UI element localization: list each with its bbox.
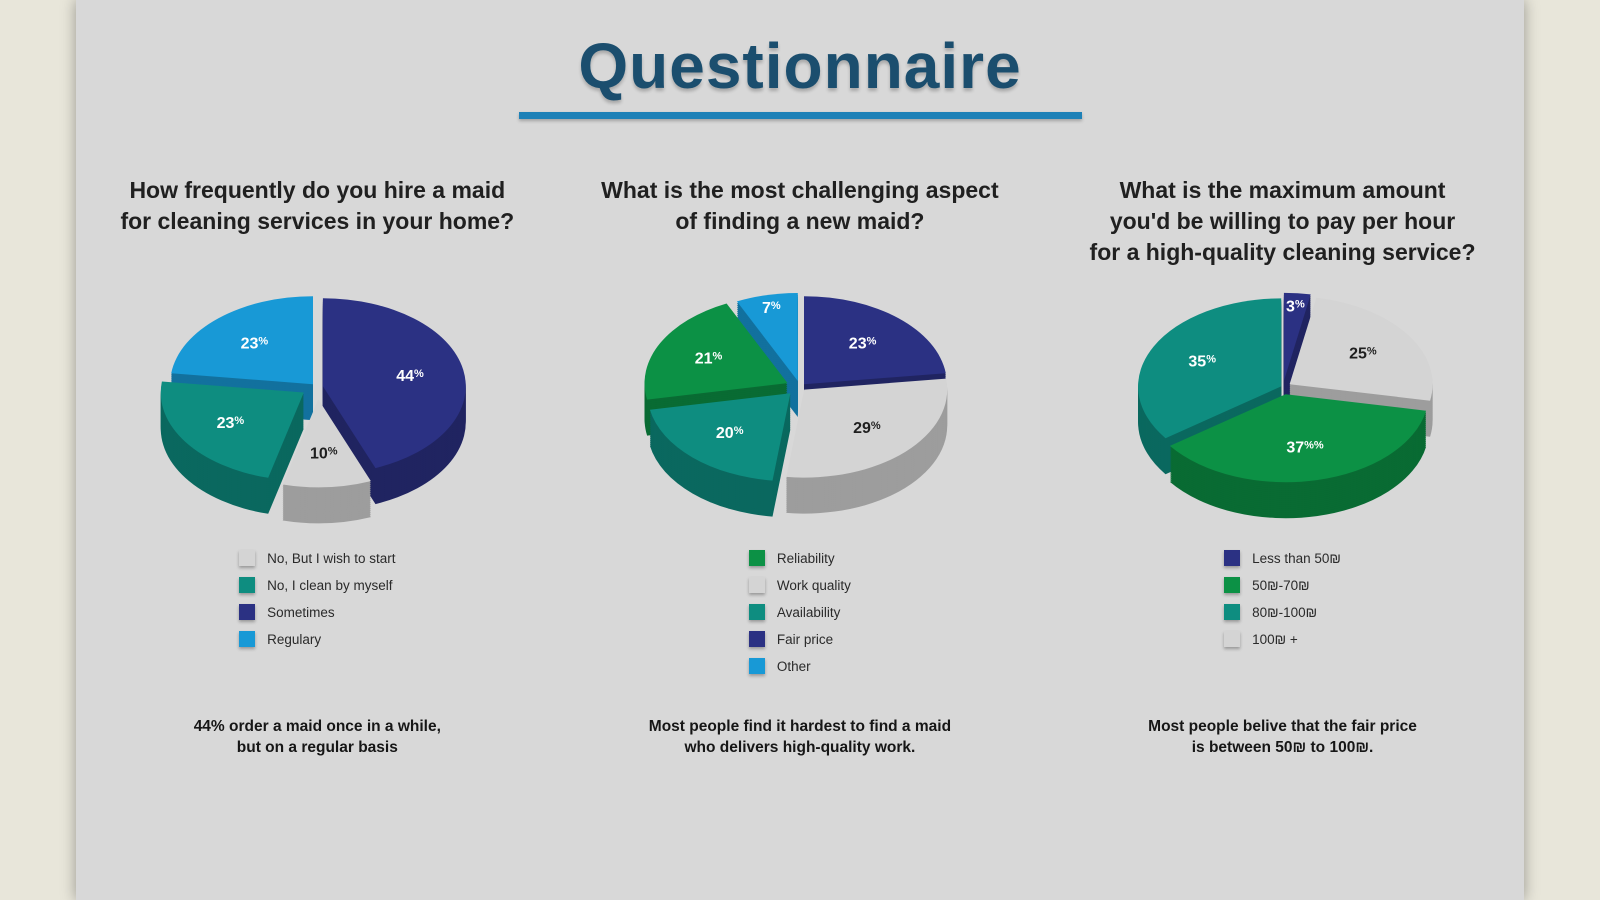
svg-text:3%: 3% bbox=[1286, 298, 1305, 315]
legend-item: Regulary bbox=[239, 626, 395, 653]
legend-swatch bbox=[748, 604, 765, 621]
caption-line: Most people find it hardest to find a ma… bbox=[648, 717, 952, 735]
question-line: for a high-quality cleaning service? bbox=[1089, 238, 1476, 265]
legend-label: Availability bbox=[776, 604, 841, 620]
insight-caption: Most people belive that the fair price i… bbox=[1148, 716, 1417, 758]
legend-label: Regulary bbox=[267, 631, 322, 647]
chart-legend: Reliability Work quality Availability Fa… bbox=[748, 545, 851, 690]
legend-label: 80₪-100₪ bbox=[1252, 604, 1318, 620]
legend-swatch bbox=[748, 577, 765, 594]
legend-label: Other bbox=[776, 658, 811, 674]
legend-swatch bbox=[239, 631, 256, 648]
legend-item: 50₪-70₪ bbox=[1224, 572, 1341, 599]
question-line: you'd be willing to pay per hour bbox=[1109, 207, 1456, 234]
insight-caption: 44% order a maid once in a while, but on… bbox=[194, 716, 441, 758]
svg-text:23%: 23% bbox=[241, 335, 269, 352]
legend-label: No, I clean by myself bbox=[267, 577, 393, 593]
survey-column-frequency: How frequently do you hire a maid for cl… bbox=[76, 175, 559, 758]
legend-swatch bbox=[1224, 577, 1241, 594]
svg-text:29%: 29% bbox=[853, 420, 881, 437]
pie-chart-price: 3% 25% 37%% 35% bbox=[1137, 292, 1433, 518]
svg-text:20%: 20% bbox=[716, 425, 744, 442]
legend-item: 100₪ + bbox=[1224, 626, 1341, 653]
svg-text:37%%: 37%% bbox=[1286, 439, 1324, 456]
legend-item: Work quality bbox=[748, 572, 851, 599]
legend-item: No, But I wish to start bbox=[239, 545, 395, 572]
caption-line: 44% order a maid once in a while, bbox=[193, 717, 441, 735]
legend-item: Sometimes bbox=[239, 599, 395, 626]
title-underline bbox=[518, 111, 1082, 119]
survey-columns: How frequently do you hire a maid for cl… bbox=[76, 175, 1524, 758]
svg-text:25%: 25% bbox=[1349, 345, 1377, 362]
legend-label: No, But I wish to start bbox=[267, 550, 396, 566]
legend-swatch bbox=[1224, 550, 1241, 567]
survey-column-challenge: What is the most challenging aspect of f… bbox=[559, 175, 1042, 758]
question-title: What is the maximum amount you'd be will… bbox=[1090, 175, 1476, 275]
caption-line: Most people belive that the fair price bbox=[1148, 717, 1417, 735]
pie-chart-frequency: 44% 10% 23% 23% bbox=[161, 295, 467, 523]
legend-swatch bbox=[748, 658, 765, 675]
question-line: How frequently do you hire a maid bbox=[129, 176, 506, 203]
question-line: What is the maximum amount bbox=[1119, 176, 1446, 203]
svg-text:7%: 7% bbox=[762, 300, 781, 317]
legend-label: Fair price bbox=[776, 631, 834, 647]
svg-text:23%: 23% bbox=[217, 415, 245, 432]
page-title: Questionnaire bbox=[578, 30, 1022, 102]
legend-item: No, I clean by myself bbox=[239, 572, 395, 599]
legend-item: Fair price bbox=[748, 626, 851, 653]
question-title: What is the most challenging aspect of f… bbox=[601, 175, 998, 275]
svg-text:10%: 10% bbox=[310, 445, 338, 462]
legend-label: Sometimes bbox=[267, 604, 335, 620]
question-title: How frequently do you hire a maid for cl… bbox=[120, 175, 514, 275]
legend-item: Other bbox=[748, 653, 851, 680]
legend-swatch bbox=[239, 550, 256, 567]
legend-item: Availability bbox=[748, 599, 851, 626]
legend-label: 100₪ + bbox=[1252, 631, 1298, 647]
legend-swatch bbox=[1224, 604, 1241, 621]
svg-text:23%: 23% bbox=[849, 335, 877, 352]
caption-line: who delivers high-quality work. bbox=[684, 738, 916, 756]
legend-item: Reliability bbox=[748, 545, 851, 572]
legend-label: Work quality bbox=[776, 577, 851, 593]
insight-caption: Most people find it hardest to find a ma… bbox=[649, 716, 951, 758]
chart-legend: No, But I wish to start No, I clean by m… bbox=[239, 545, 395, 690]
legend-item: Less than 50₪ bbox=[1224, 545, 1341, 572]
legend-swatch bbox=[748, 550, 765, 567]
caption-line: is between 50₪ to 100₪. bbox=[1191, 738, 1374, 756]
legend-swatch bbox=[1224, 631, 1241, 648]
slide: Questionnaire How frequently do you hire… bbox=[76, 0, 1524, 900]
pie-chart-challenge: 23% 29% 20% 21% 7% bbox=[644, 292, 948, 517]
title-block: Questionnaire bbox=[76, 0, 1524, 119]
question-line: for cleaning services in your home? bbox=[120, 207, 515, 234]
legend-label: 50₪-70₪ bbox=[1252, 577, 1310, 593]
legend-swatch bbox=[748, 631, 765, 648]
svg-text:44%: 44% bbox=[397, 368, 425, 385]
svg-text:21%: 21% bbox=[695, 350, 723, 367]
chart-legend: Less than 50₪ 50₪-70₪ 80₪-100₪ 100₪ + bbox=[1224, 545, 1341, 690]
legend-swatch bbox=[239, 577, 256, 594]
legend-item: 80₪-100₪ bbox=[1224, 599, 1341, 626]
question-line: of finding a new maid? bbox=[675, 207, 925, 234]
legend-label: Reliability bbox=[776, 550, 835, 566]
legend-swatch bbox=[239, 604, 256, 621]
survey-column-price: What is the maximum amount you'd be will… bbox=[1041, 175, 1524, 758]
caption-line: but on a regular basis bbox=[236, 738, 398, 756]
question-line: What is the most challenging aspect bbox=[601, 176, 999, 203]
legend-label: Less than 50₪ bbox=[1252, 550, 1341, 566]
svg-text:35%: 35% bbox=[1188, 353, 1216, 370]
